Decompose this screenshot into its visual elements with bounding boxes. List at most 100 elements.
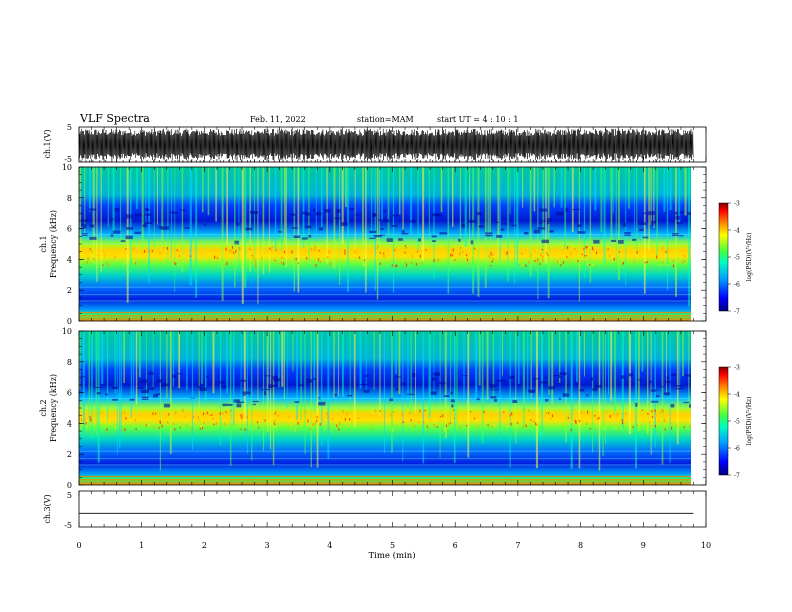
spectrogram-streak [669,167,672,211]
spectrogram-low-power [190,397,195,399]
spectrogram-streak [338,167,341,285]
spectrogram-band-speck [291,250,293,254]
spectrogram-band-speck [225,410,227,413]
spectrogram-low-power [443,395,450,398]
spectrogram-band-speck [200,258,202,262]
spectrogram-streak [636,167,638,255]
spectrogram-band-speck [406,422,408,425]
spectrogram-band-speck [440,245,443,249]
spectrogram-low-power [349,208,355,211]
spectrogram-band-speck [664,259,666,263]
spectrogram-band-speck [219,412,221,415]
spectrogram-low-power [539,208,548,212]
spectrogram-streak [583,167,586,279]
spectrogram-band-speck [388,413,390,416]
spectrogram-low-power [476,212,482,216]
spectrogram-band-speck [80,247,82,250]
spectrogram-band-speck [570,428,572,432]
spectrogram-low-power [483,382,486,385]
spectrogram-band-speck [466,424,468,427]
spectrogram-low-power [533,229,541,234]
spectrogram-band-speck [427,427,429,429]
spectrogram-band-speck [186,424,188,427]
spectrogram-band-speck [614,411,617,414]
spectrogram-streak [548,331,550,396]
spectrogram-streak [605,331,607,445]
spectrogram-streak [608,331,610,395]
spectrogram-streak [278,331,280,388]
spectrogram-band-speck [587,247,589,250]
spectrogram-band-speck [597,417,600,420]
spectrogram-low-power [650,389,657,392]
spectrogram-band-speck [125,417,127,420]
spectrogram-band-speck [632,248,635,252]
spectrogram-low-power [89,224,95,228]
spectrogram-streak [415,331,417,412]
spectrogram-band-speck [520,422,523,425]
spectrogram-band-speck [510,422,512,426]
spectrogram-low-power [112,230,121,234]
spectrogram-band-speck [636,424,638,427]
spectrogram-band-speck [512,247,515,251]
spectrogram-streak [570,331,573,469]
spectrogram-low-power [140,379,147,384]
spectrogram-band-speck [546,251,548,255]
spectrogram-band-speck [594,415,596,417]
spectrogram-band-speck [681,261,684,265]
spectrogram-band-speck [230,419,233,423]
spectrogram-band-speck [659,411,661,414]
spectrogram-streak [316,331,319,468]
spectrogram-streak [410,331,412,414]
spectrogram-band-speck [689,425,691,428]
spectrogram-band-speck [405,246,407,250]
spectrogram-band-speck [581,411,583,414]
date-label: Feb. 11, 2022 [250,115,306,124]
spectrogram-streak [229,331,232,466]
spectrogram-band-speck [249,256,251,259]
spectrogram-band-speck [439,415,442,418]
spectrogram-band-speck [567,416,569,419]
spectrogram-streak [234,167,236,288]
spectrogram-streak [96,167,98,282]
spectrogram-low-power [590,377,594,381]
spectrogram-low-power [431,235,437,238]
spectrogram-band-speck [642,410,644,413]
spectrogram-streak [353,331,356,428]
spectrogram-low-power [113,387,117,390]
spectrogram-band-speck [581,253,583,255]
spectrogram-low-power [391,225,398,227]
spectrogram-band-speck [585,254,588,257]
spectrogram-band-speck [583,257,586,261]
spectrogram-low-power [407,393,415,395]
spectrogram-band-speck [426,425,428,428]
spectrogram-band-speck [390,250,392,254]
spectrogram-band-speck [666,249,668,253]
spectrogram-low-power [341,222,348,226]
spectrogram-band-speck [501,409,503,412]
spectrogram-low-power [250,211,259,215]
spectrogram-band-speck [469,258,471,261]
spectrogram-streak [313,331,316,411]
x-tick-label: 4 [327,541,332,550]
spectrogram-ch1-streaks [79,167,691,307]
spectrogram-band-speck [245,246,247,249]
spectrogram-low-power [450,391,454,395]
spectrogram-band-speck [160,258,163,262]
spectrogram-low-power [577,231,586,234]
spectrogram-low-power [369,230,377,233]
spectrogram-band-speck [121,253,123,256]
spectrogram-band-speck [394,249,396,251]
spectrogram-band-speck [208,252,210,255]
spectrogram-low-power [394,376,401,378]
spectrogram-band-speck [200,424,202,428]
spectrogram-streak [661,331,664,465]
spectrogram-band-speck [650,425,652,427]
frequency-tick-label: 10 [62,163,72,172]
spectrogram-band-speck [277,414,279,417]
spectrogram-band-speck [374,409,377,412]
spectrogram-band-speck [404,252,407,254]
spectrogram-low-power [236,401,245,403]
spectrogram-low-power [141,389,149,394]
spectrogram-band-speck [314,245,316,248]
spectrogram-streak [453,331,456,464]
